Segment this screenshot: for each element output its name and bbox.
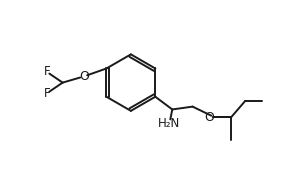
Text: F: F	[44, 87, 50, 100]
Text: H₂N: H₂N	[158, 117, 181, 130]
Text: O: O	[204, 111, 214, 124]
Text: O: O	[79, 70, 89, 83]
Text: F: F	[44, 65, 50, 78]
